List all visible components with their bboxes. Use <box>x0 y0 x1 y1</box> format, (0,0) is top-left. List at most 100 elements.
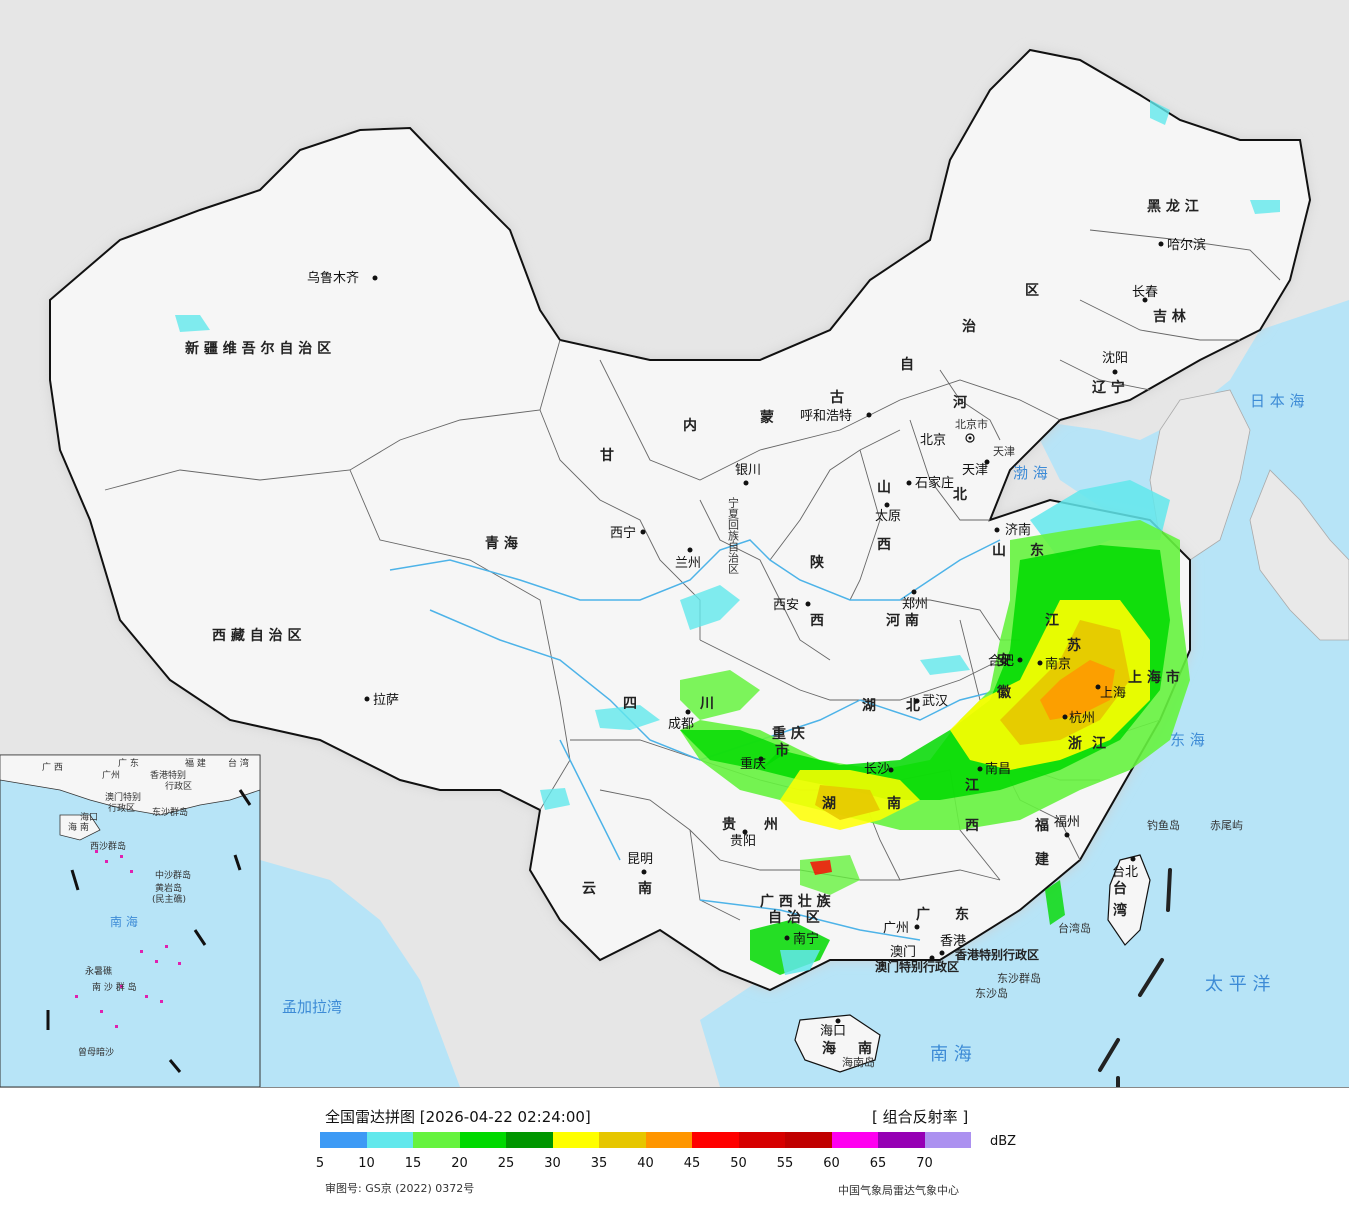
city-label: 郑州 <box>902 597 928 612</box>
city-label: 澳门 <box>890 944 916 960</box>
province-label: 南 <box>887 795 901 812</box>
sea-label: 太 平 洋 <box>1205 974 1270 995</box>
inset-label: 广 西 <box>42 761 63 773</box>
province-label: 古 <box>830 389 844 406</box>
city-dot <box>994 527 1000 533</box>
inset-label: 永暑礁 <box>85 965 112 977</box>
city-label: 银川 <box>735 463 761 478</box>
province-label: 青 海 <box>485 535 518 552</box>
sea-label: 渤 海 <box>1013 464 1048 482</box>
sea-label: 南 海 <box>930 1044 972 1065</box>
region-labels: 香港特别行政区 澳门特别行政区 东沙群岛 东沙岛 钓鱼岛 赤尾屿 台湾岛 海南岛 <box>842 818 1243 1069</box>
province-label: 川 <box>699 696 714 712</box>
color-scale-cell <box>506 1132 553 1148</box>
sea-label: 孟加拉湾 <box>282 998 342 1016</box>
inset-label: 黄岩岛 <box>155 882 182 894</box>
city-label: 贵阳 <box>730 834 756 849</box>
city-dot <box>977 766 983 772</box>
color-scale-tick: 15 <box>404 1156 422 1171</box>
city-dot <box>884 502 890 508</box>
inset-label: 中沙群岛 <box>155 869 191 881</box>
city-dot <box>984 459 990 465</box>
city-label: 太原 <box>875 509 901 524</box>
province-label: 重 庆 <box>772 725 805 742</box>
province-label: 山 <box>877 480 891 496</box>
province-label: 南 <box>638 880 652 897</box>
legend-product: [ 组合反射率 ] <box>872 1108 969 1126</box>
region-label: 东沙群岛 <box>997 971 1041 985</box>
city-dot <box>685 709 691 715</box>
color-scale-tick: 60 <box>823 1156 840 1171</box>
city-dot <box>364 696 370 702</box>
city-label: 上海 <box>1100 686 1126 701</box>
city-label: 长春 <box>1132 285 1158 300</box>
south-china-sea-inset: 广 西 广 东 福 建 台 湾 广州 香港特别 行政区 澳门特别 行政区 东沙群… <box>0 754 261 1087</box>
city-dot <box>939 950 945 956</box>
city-dot <box>888 767 894 773</box>
city-label: 台北 <box>1112 865 1138 880</box>
city-dot <box>784 935 790 941</box>
city-label: 乌鲁木齐 <box>307 270 359 286</box>
province-label: 甘 <box>600 447 614 464</box>
color-scale-cell <box>599 1132 646 1148</box>
province-label: 吉 林 <box>1153 308 1186 325</box>
city-dot <box>866 412 872 418</box>
korea-land <box>1149 389 1251 561</box>
province-label: 湾 <box>1113 902 1127 919</box>
color-scale-tick: 50 <box>730 1156 747 1171</box>
sea-label: 日 本 海 <box>1250 392 1305 410</box>
sea-labels: 日 本 海 渤 海 东 海 太 平 洋 南 海 孟加拉湾 <box>282 392 1305 1065</box>
city-label: 合肥 <box>988 654 1014 669</box>
province-labels: 新 疆 维 吾 尔 自 治 区 西 藏 自 治 区 青 海 甘 内 蒙 古 自 … <box>185 198 1199 1057</box>
city-label: 石家庄 <box>915 475 954 491</box>
province-label: 西 <box>965 818 979 834</box>
city-label: 北京 <box>920 433 946 448</box>
inset-label: 南 沙 群 岛 <box>92 981 137 993</box>
province-label: 辽 宁 <box>1092 379 1125 396</box>
capital-marker <box>965 433 975 443</box>
province-label: 上 海 市 <box>1128 669 1180 686</box>
inset-label: 广州 <box>102 769 120 781</box>
color-scale-cell <box>692 1132 739 1148</box>
color-scale-cell <box>785 1132 832 1148</box>
region-label: 海南岛 <box>842 1055 875 1069</box>
province-label: 蒙 <box>760 409 774 426</box>
city-dot <box>372 275 378 281</box>
city-label: 福州 <box>1054 815 1080 830</box>
color-scale-cell <box>366 1132 413 1148</box>
inset-label: 行政区 <box>108 802 135 814</box>
region-label: 澳门特别行政区 <box>875 959 959 974</box>
city-dot <box>640 529 646 535</box>
city-dot <box>911 589 917 595</box>
inset-label: 澳门特别 <box>105 791 141 803</box>
province-label: 浙 <box>1068 735 1082 752</box>
radar-echoes <box>175 100 1280 975</box>
legend-title: 全国雷达拼图 [2026-04-22 02:24:00] <box>325 1108 591 1126</box>
approval-number: 审图号: GS京 (2022) 0372号 <box>325 1182 475 1195</box>
province-label: 区 <box>1025 283 1039 299</box>
city-label: 南京 <box>1045 656 1071 672</box>
color-scale-cell <box>924 1132 971 1148</box>
color-scale-cell <box>645 1132 692 1148</box>
province-label: 建 <box>1035 851 1049 868</box>
city-dot <box>641 869 647 875</box>
color-scale-cell <box>552 1132 599 1148</box>
city-dot <box>1142 297 1148 303</box>
color-scale-tick: 20 <box>451 1156 468 1171</box>
city-dot <box>1064 832 1070 838</box>
city-label: 呼和浩特 <box>800 409 852 424</box>
province-label: 安 <box>997 652 1011 669</box>
inset-label: 海口 <box>80 811 98 823</box>
province-label: 新 疆 维 吾 尔 自 治 区 <box>185 340 331 357</box>
maritime-boundaries <box>1098 868 1172 1087</box>
inset-label: 行政区 <box>165 780 192 792</box>
province-label: 江 <box>1045 612 1059 629</box>
city-dot <box>1095 684 1101 690</box>
inset-label: 东沙群岛 <box>152 806 188 818</box>
inset-label: 曾母暗沙 <box>78 1046 114 1058</box>
province-label: 徽 <box>996 684 1012 701</box>
city-dot <box>758 756 764 762</box>
city-label: 武汉 <box>922 694 948 709</box>
province-label: 贵 <box>722 816 736 833</box>
inset-label: 海 南 <box>68 821 89 833</box>
